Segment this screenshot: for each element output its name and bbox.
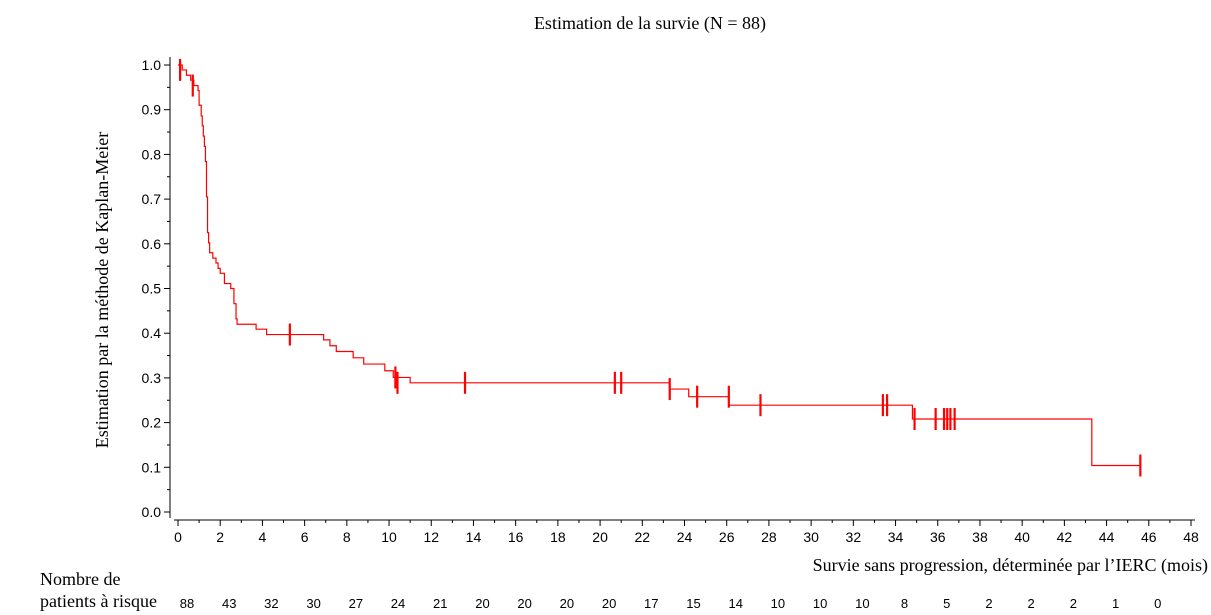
- y-tick-label: 0.6: [142, 236, 162, 252]
- x-tick-label: 6: [301, 529, 309, 545]
- at-risk-value: 32: [264, 596, 278, 611]
- at-risk-value: 24: [391, 596, 405, 611]
- x-axis: 0 2 4 6 8 10 12 14 16 18 20 22 24 26 28 30 32 34 36 38 40 42 4…: [174, 519, 1199, 545]
- x-tick-label: 22: [635, 529, 651, 545]
- x-tick-label: 20: [592, 529, 608, 545]
- y-axis-title: Estimation par la méthode de Kaplan-Meie…: [92, 132, 112, 448]
- x-tick-label: 48: [1183, 529, 1199, 545]
- y-tick-label: 0.0: [142, 504, 162, 520]
- at-risk-value: 2: [985, 596, 992, 611]
- x-tick-label: 16: [508, 529, 524, 545]
- x-tick-label: 18: [550, 529, 566, 545]
- x-tick-label: 46: [1141, 529, 1157, 545]
- y-tick-label: 0.9: [142, 102, 162, 118]
- at-risk-value: 10: [855, 596, 869, 611]
- at-risk-value: 2: [1028, 596, 1035, 611]
- x-tick-label: 26: [719, 529, 735, 545]
- x-tick-label: 36: [930, 529, 946, 545]
- at-risk-value: 15: [686, 596, 700, 611]
- at-risk-value: 10: [771, 596, 785, 611]
- x-tick-label: 12: [423, 529, 439, 545]
- km-step-line: [178, 64, 1141, 467]
- x-tick-label: 44: [1099, 529, 1115, 545]
- y-tick-label: 0.4: [142, 325, 162, 341]
- at-risk-value: 10: [813, 596, 827, 611]
- x-tick-label: 10: [381, 529, 397, 545]
- at-risk-value: 20: [560, 596, 574, 611]
- at-risk-value: 8: [901, 596, 908, 611]
- censor-marks: [179, 58, 1142, 477]
- y-tick-label: 0.5: [142, 281, 162, 297]
- x-tick-label: 32: [846, 529, 862, 545]
- at-risk-value: 20: [475, 596, 489, 611]
- at-risk-label-line1: Nombre de: [40, 569, 120, 589]
- x-tick-label: 30: [803, 529, 819, 545]
- x-tick-label: 24: [677, 529, 693, 545]
- x-tick-label: 38: [972, 529, 988, 545]
- x-tick-label: 28: [761, 529, 777, 545]
- at-risk-value: 2: [1070, 596, 1077, 611]
- x-tick-label: 34: [888, 529, 904, 545]
- at-risk-value: 27: [349, 596, 363, 611]
- y-tick-label: 0.7: [142, 191, 162, 207]
- x-tick-label: 8: [343, 529, 351, 545]
- at-risk-label-line2: patients à risque: [40, 591, 157, 611]
- x-tick-label: 40: [1014, 529, 1030, 545]
- at-risk-value: 88: [180, 596, 194, 611]
- at-risk-value: 14: [728, 596, 742, 611]
- at-risk-value: 30: [306, 596, 320, 611]
- x-tick-label: 14: [466, 529, 482, 545]
- y-tick-label: 0.3: [142, 370, 162, 386]
- x-tick-label: 2: [216, 529, 224, 545]
- y-tick-label: 0.8: [142, 146, 162, 162]
- chart-title: Estimation de la survie (N = 88): [534, 13, 766, 34]
- x-tick-label: 0: [174, 529, 182, 545]
- km-curve: [178, 64, 1141, 467]
- at-risk-table: 88 43 32 30 27 24 21 20 20 20 20 17 15 14 10 10 10 8 5 2 2 2 1…: [180, 596, 1162, 611]
- y-tick-label: 1.0: [142, 57, 162, 73]
- x-tick-label: 42: [1057, 529, 1073, 545]
- x-axis-title: Survie sans progression, déterminée par …: [813, 555, 1208, 576]
- y-tick-label: 0.1: [142, 459, 162, 475]
- x-tick-label: 4: [259, 529, 267, 545]
- at-risk-value: 20: [517, 596, 531, 611]
- at-risk-value: 17: [644, 596, 658, 611]
- at-risk-value: 0: [1154, 596, 1161, 611]
- at-risk-value: 1: [1112, 596, 1119, 611]
- at-risk-value: 20: [602, 596, 616, 611]
- at-risk-value: 21: [433, 596, 447, 611]
- y-tick-label: 0.2: [142, 415, 162, 431]
- at-risk-value: 5: [943, 596, 950, 611]
- y-axis: 0.0 0.1 0.2 0.3 0.4 0.5 0.6 0.7 0.8 0.9 1.0: [142, 57, 171, 520]
- at-risk-value: 43: [222, 596, 236, 611]
